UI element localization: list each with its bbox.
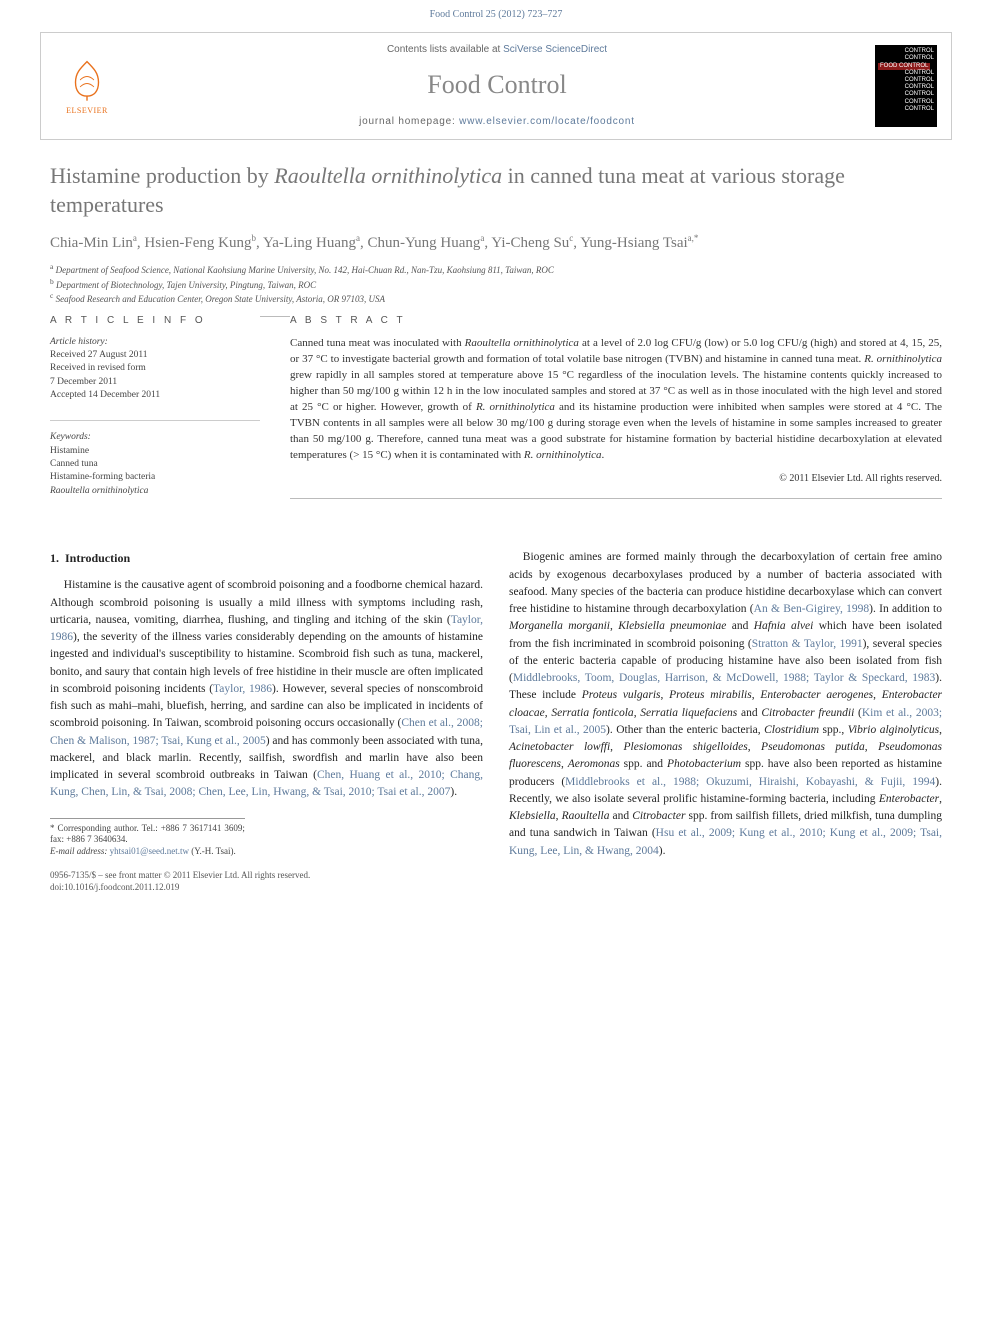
kw-label: Keywords:: [50, 431, 260, 444]
banner-center: Contents lists available at SciVerse Sci…: [133, 43, 861, 129]
running-header: Food Control 25 (2012) 723–727: [0, 0, 992, 26]
intro-para-2: Biogenic amines are formed mainly throug…: [509, 549, 942, 860]
corr-email-link[interactable]: yhtsai01@seed.net.tw: [110, 846, 189, 856]
front-matter: 0956-7135/$ – see front matter © 2011 El…: [50, 870, 942, 882]
body-columns: 1. Introduction Histamine is the causati…: [50, 549, 942, 860]
affiliation-b: b Department of Biotechnology, Tajen Uni…: [50, 277, 942, 292]
journal-homepage: journal homepage: www.elsevier.com/locat…: [133, 115, 861, 129]
author-list: Chia-Min Lina, Hsien-Feng Kungb, Ya-Ling…: [50, 232, 942, 255]
info-abstract-row: A R T I C L E I N F O Article history: R…: [50, 327, 942, 510]
keywords-block: Keywords: Histamine Canned tuna Histamin…: [50, 420, 260, 497]
contents-line: Contents lists available at SciVerse Sci…: [133, 43, 861, 57]
history-1: Received 27 August 2011: [50, 349, 260, 362]
doi: doi:10.1016/j.foodcont.2011.12.019: [50, 882, 942, 894]
article-title: Histamine production by Raoultella ornit…: [50, 162, 942, 219]
info-head: A R T I C L E I N F O: [50, 314, 260, 328]
journal-cover: CONTROL CONTROL FOOD CONTROL CONTROL CON…: [875, 45, 937, 127]
article-info: A R T I C L E I N F O Article history: R…: [50, 327, 260, 510]
kw-4: Raoultella ornithinolytica: [50, 485, 260, 498]
history-3: 7 December 2011: [50, 376, 260, 389]
affiliation-a: a Department of Seafood Science, Nationa…: [50, 262, 942, 277]
scidir-link[interactable]: SciVerse ScienceDirect: [503, 44, 607, 55]
journal-name: Food Control: [133, 67, 861, 103]
corr-email-line: E-mail address: yhtsai01@seed.net.tw (Y.…: [50, 846, 245, 858]
page-footer: 0956-7135/$ – see front matter © 2011 El…: [0, 864, 992, 909]
affiliation-c: c Seafood Research and Education Center,…: [50, 291, 942, 306]
elsevier-logo: ELSEVIER: [55, 50, 119, 122]
history-label: Article history:: [50, 336, 260, 349]
corr-tel: * Corresponding author. Tel.: +886 7 361…: [50, 823, 245, 846]
intro-para-1: Histamine is the causative agent of scom…: [50, 577, 483, 801]
corresponding-author: * Corresponding author. Tel.: +886 7 361…: [50, 818, 245, 858]
elsevier-name: ELSEVIER: [66, 105, 108, 116]
abstract-head: A B S T R A C T: [290, 314, 942, 329]
kw-2: Canned tuna: [50, 458, 260, 471]
abstract-foot-divider: [290, 498, 942, 499]
kw-3: Histamine-forming bacteria: [50, 471, 260, 484]
journal-banner: ELSEVIER Contents lists available at Sci…: [40, 32, 952, 140]
history-2: Received in revised form: [50, 362, 260, 375]
abstract: A B S T R A C T Canned tuna meat was ino…: [290, 327, 942, 510]
abstract-text: Canned tuna meat was inoculated with Rao…: [290, 336, 942, 464]
history-4: Accepted 14 December 2011: [50, 389, 260, 402]
affiliations: a Department of Seafood Science, Nationa…: [50, 262, 942, 306]
column-left: 1. Introduction Histamine is the causati…: [50, 549, 483, 860]
running-header-text: Food Control 25 (2012) 723–727: [430, 9, 563, 20]
copyright: © 2011 Elsevier Ltd. All rights reserved…: [290, 472, 942, 487]
homepage-link[interactable]: www.elsevier.com/locate/foodcont: [459, 116, 635, 127]
section-heading: 1. Introduction: [50, 549, 483, 567]
column-right: Biogenic amines are formed mainly throug…: [509, 549, 942, 860]
elsevier-tree-icon: [64, 57, 110, 103]
kw-1: Histamine: [50, 445, 260, 458]
article: Histamine production by Raoultella ornit…: [0, 150, 992, 863]
